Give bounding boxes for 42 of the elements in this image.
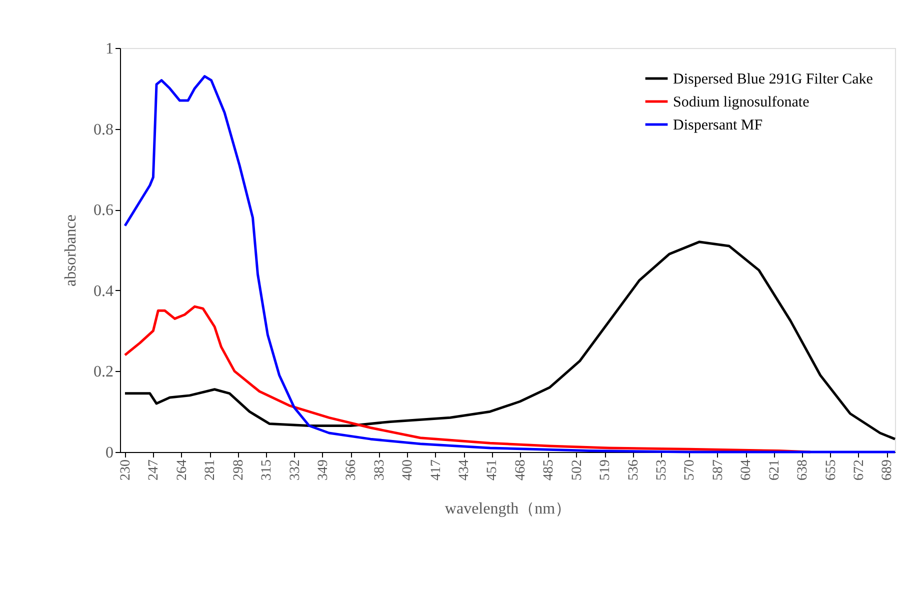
x-tick-label: 655 bbox=[824, 460, 839, 480]
x-axis-title: wavelength（nm） bbox=[444, 500, 572, 518]
x-tick-label: 434 bbox=[457, 460, 472, 480]
x-tick-label: 230 bbox=[118, 460, 134, 480]
x-tick-label: 264 bbox=[174, 460, 190, 480]
x-tick-label: 383 bbox=[372, 460, 388, 480]
y-tick-label: 1 bbox=[106, 40, 114, 58]
x-tick-label: 689 bbox=[880, 460, 896, 480]
x-tick-label: 638 bbox=[796, 460, 811, 480]
y-tick-label: 0 bbox=[106, 444, 114, 462]
y-tick-label: 0.8 bbox=[94, 121, 114, 138]
x-tick-label: 247 bbox=[146, 460, 162, 480]
x-tick-label: 366 bbox=[344, 460, 360, 480]
x-tick-label: 298 bbox=[231, 460, 246, 480]
x-tick-label: 400 bbox=[400, 460, 416, 480]
x-tick-label: 553 bbox=[654, 460, 670, 480]
x-tick-label: 468 bbox=[513, 460, 528, 480]
x-tick-label: 621 bbox=[767, 460, 782, 480]
x-tick-label: 281 bbox=[203, 460, 218, 480]
legend-label: Sodium lignosulfonate bbox=[673, 94, 810, 110]
x-tick-label: 604 bbox=[739, 460, 754, 480]
x-tick-label: 349 bbox=[316, 460, 331, 480]
x-tick-label: 332 bbox=[288, 460, 303, 480]
x-tick-label: 587 bbox=[710, 460, 726, 480]
y-tick-label: 0.4 bbox=[94, 282, 114, 300]
line-series bbox=[124, 305, 812, 454]
x-tick-label: 519 bbox=[598, 460, 614, 480]
x-tick-label: 570 bbox=[682, 460, 698, 480]
y-axis-title: absorbance bbox=[62, 214, 80, 286]
x-tick-label: 485 bbox=[542, 460, 557, 480]
line-series bbox=[124, 240, 896, 440]
x-tick-label: 417 bbox=[428, 460, 444, 480]
legend-label: Dispersant MF bbox=[673, 118, 763, 134]
y-tick-label: 0.2 bbox=[94, 364, 114, 381]
legend-label: Dispersed Blue 291G Filter Cake bbox=[673, 72, 874, 88]
y-tick-label: 0.6 bbox=[94, 202, 114, 220]
x-tick-label: 672 bbox=[852, 460, 867, 480]
x-tick-label: 451 bbox=[485, 460, 500, 480]
x-tick-label: 315 bbox=[260, 460, 275, 480]
line-series bbox=[124, 75, 896, 454]
x-tick-label: 536 bbox=[626, 460, 642, 480]
x-tick-label: 502 bbox=[570, 460, 585, 480]
